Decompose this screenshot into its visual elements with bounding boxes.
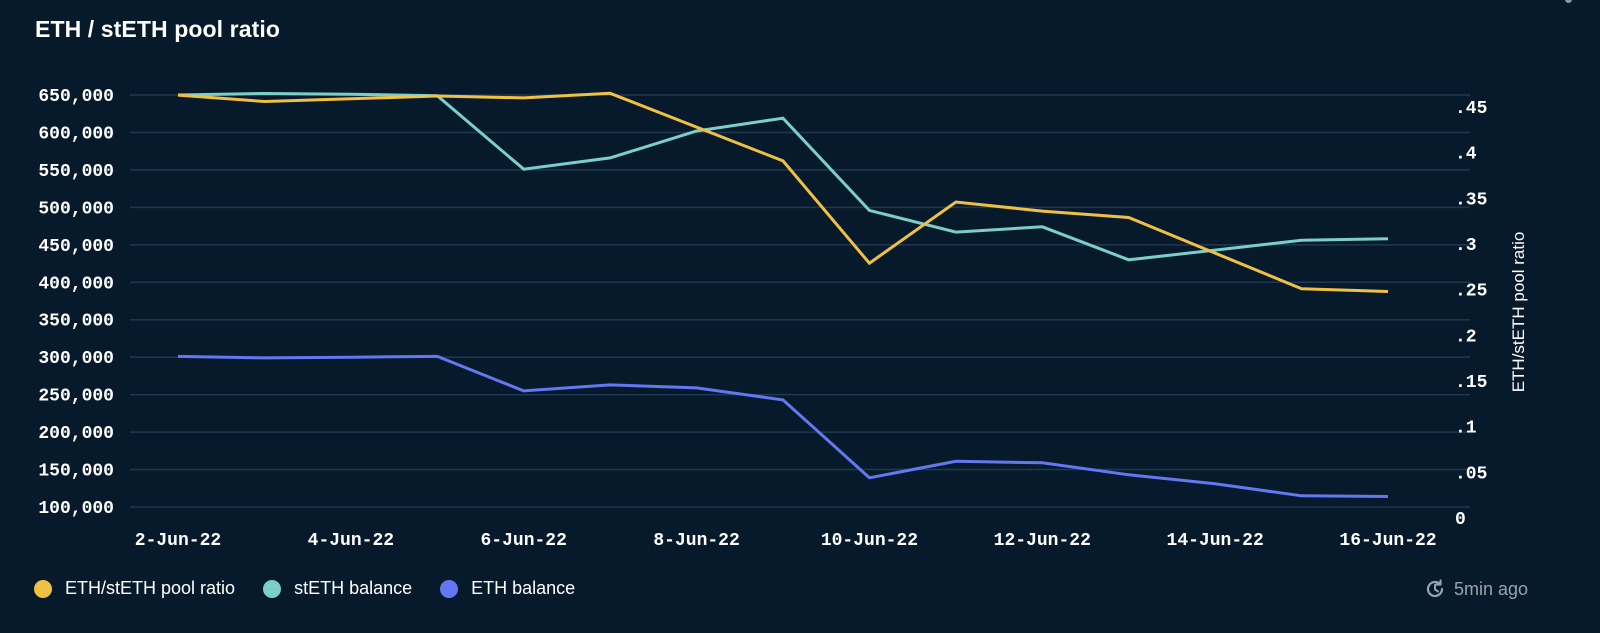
right-axis-ticks: .45 .4 .35 .3 .25 .2 .15 .1 .05 0 [1455, 99, 1487, 530]
x-tick-label: 6-Jun-22 [481, 531, 567, 551]
x-tick-label: 16-Jun-22 [1339, 531, 1436, 551]
legend-dot-eth [440, 579, 459, 598]
y-tick-label: 400,000 [38, 274, 114, 294]
legend-item-steth[interactable]: stETH balance [263, 578, 412, 599]
y2-tick-label: .3 [1455, 236, 1477, 256]
series-lines [177, 91, 1389, 498]
series-line-eth-balance[interactable] [177, 354, 1389, 498]
y-tick-label: 300,000 [38, 349, 114, 369]
x-tick-label: 10-Jun-22 [821, 531, 918, 551]
y-tick-label: 200,000 [38, 424, 114, 444]
y-tick-label: 350,000 [38, 312, 114, 332]
legend-label: stETH balance [294, 578, 413, 598]
x-tick-label: 14-Jun-22 [1167, 531, 1264, 551]
legend-dot-steth [263, 579, 282, 598]
chart-title: ETH / stETH pool ratio [35, 16, 280, 42]
x-tick-label: 12-Jun-22 [994, 531, 1091, 551]
last-updated-text: 5min ago [1453, 578, 1528, 599]
y2-tick-label: .15 [1455, 373, 1487, 393]
y2-tick-label: .45 [1455, 99, 1487, 119]
y-tick-label: 150,000 [38, 462, 114, 482]
refresh-clock-icon[interactable] [1424, 578, 1446, 600]
legend-dot-ratio [34, 579, 52, 598]
legend-label: ETH balance [471, 578, 576, 598]
x-tick-label: 8-Jun-22 [653, 531, 739, 551]
last-updated: 5min ago [1424, 578, 1528, 600]
x-axis-ticks: 2-Jun-22 4-Jun-22 6-Jun-22 8-Jun-22 10-Jun-2… [135, 531, 1437, 551]
y2-tick-label: .25 [1455, 282, 1487, 302]
y-tick-label: 550,000 [38, 162, 114, 182]
menu-dot-icon[interactable] [1565, 0, 1572, 3]
y-tick-label: 450,000 [38, 237, 114, 257]
y2-tick-label: .1 [1455, 419, 1477, 439]
y-tick-label: 600,000 [38, 124, 114, 144]
legend-label: ETH/stETH pool ratio [65, 578, 236, 598]
y-tick-label: 100,000 [38, 499, 114, 519]
x-tick-label: 4-Jun-22 [308, 531, 394, 551]
gridlines [130, 94, 1470, 508]
right-axis-title: ETH/stETH pool ratio [1509, 232, 1528, 393]
y2-tick-label: 0 [1455, 510, 1466, 530]
legend-item-ratio[interactable]: ETH/stETH pool ratio [34, 578, 235, 599]
y2-tick-label: .35 [1455, 190, 1487, 210]
y2-tick-label: .2 [1455, 327, 1477, 347]
legend: ETH/stETH pool ratio stETH balance ETH b… [34, 578, 603, 599]
y-tick-label: 650,000 [38, 87, 114, 107]
legend-item-eth[interactable]: ETH balance [440, 578, 575, 599]
x-tick-label: 2-Jun-22 [135, 531, 221, 551]
series-line-steth-balance[interactable] [177, 91, 1389, 262]
y2-tick-label: .05 [1455, 464, 1487, 484]
y-tick-label: 250,000 [38, 387, 114, 407]
y-tick-label: 500,000 [38, 199, 114, 219]
left-axis-ticks: 650,000 600,000 550,000 500,000 450,000 400,0… [38, 87, 114, 519]
y2-tick-label: .4 [1455, 145, 1477, 165]
series-line-eth-steth-pool-ratio[interactable] [177, 91, 1389, 293]
